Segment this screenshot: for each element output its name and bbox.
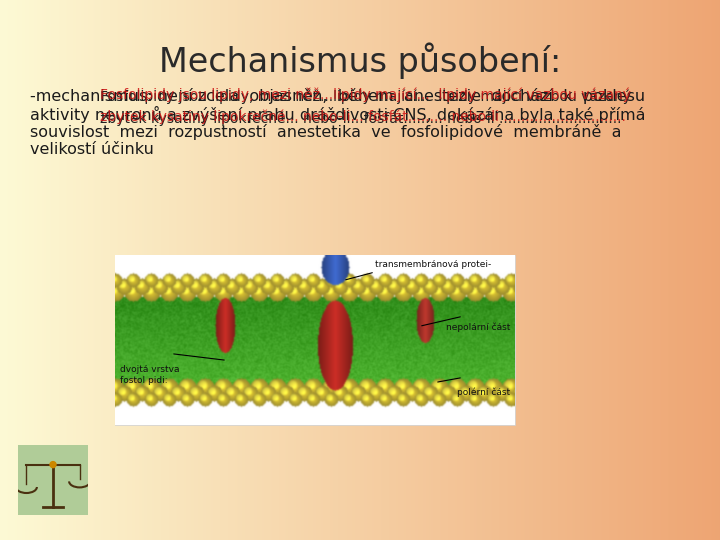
Text: -mechanismus: není zcela  objasněn,  během  anestezie  dochází  k  poklesu: -mechanismus: není zcela objasněn, během… xyxy=(30,88,645,104)
Text: polérní část: polérní část xyxy=(457,388,510,397)
Text: transmembránová protei-: transmembránová protei- xyxy=(375,260,491,268)
Text: Mechanismus působení:: Mechanismus působení: xyxy=(159,42,561,79)
Text: Fosfolipidy jsou lipidy, mezi něž...lipidy mající...  lipidy mající vazbou vázan: Fosfolipidy jsou lipidy, mezi něž...lipi… xyxy=(100,88,631,124)
Bar xyxy=(115,255,515,425)
Text: nepolární část: nepolární část xyxy=(446,323,510,333)
Text: dvojtá vrstva
fostol pidi:: dvojtá vrstva fostol pidi: xyxy=(120,366,179,385)
Text: Fosfolipidy jsou lipidy, mezi něž...lipidy mající...  lipidy mající vazbou vázan: Fosfolipidy jsou lipidy, mezi něž...lipi… xyxy=(100,90,631,126)
Circle shape xyxy=(50,462,56,468)
Text: souvislost  mezi  rozpustností  anestetika  ve  fosfolipidové  membráně  a: souvislost mezi rozpustností anestetika … xyxy=(30,124,621,140)
Text: velikostí účinku: velikostí účinku xyxy=(30,142,154,157)
Text: aktivity neuronů a zvýšení prahu dráždivosti CNS, dokázána byla také přímá: aktivity neuronů a zvýšení prahu dráždiv… xyxy=(30,106,646,123)
